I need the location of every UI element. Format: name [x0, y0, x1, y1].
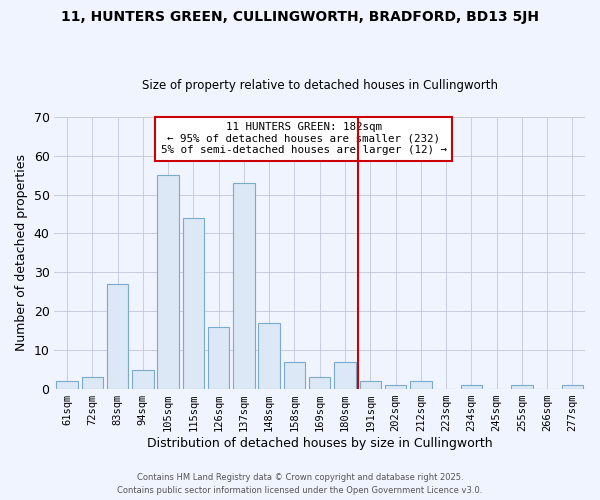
Bar — [385, 385, 406, 389]
Bar — [511, 385, 533, 389]
Bar — [182, 218, 204, 389]
Bar — [334, 362, 356, 389]
Text: 11, HUNTERS GREEN, CULLINGWORTH, BRADFORD, BD13 5JH: 11, HUNTERS GREEN, CULLINGWORTH, BRADFOR… — [61, 10, 539, 24]
Bar — [82, 378, 103, 389]
X-axis label: Distribution of detached houses by size in Cullingworth: Distribution of detached houses by size … — [147, 437, 493, 450]
Y-axis label: Number of detached properties: Number of detached properties — [15, 154, 28, 352]
Bar — [56, 382, 78, 389]
Bar — [107, 284, 128, 389]
Bar — [562, 385, 583, 389]
Bar — [233, 183, 254, 389]
Bar — [309, 378, 331, 389]
Bar — [157, 175, 179, 389]
Text: Contains HM Land Registry data © Crown copyright and database right 2025.
Contai: Contains HM Land Registry data © Crown c… — [118, 474, 482, 495]
Bar — [208, 327, 229, 389]
Title: Size of property relative to detached houses in Cullingworth: Size of property relative to detached ho… — [142, 79, 498, 92]
Bar — [359, 382, 381, 389]
Bar — [410, 382, 431, 389]
Bar — [284, 362, 305, 389]
Bar — [461, 385, 482, 389]
Text: 11 HUNTERS GREEN: 182sqm
← 95% of detached houses are smaller (232)
5% of semi-d: 11 HUNTERS GREEN: 182sqm ← 95% of detach… — [161, 122, 447, 156]
Bar — [132, 370, 154, 389]
Bar — [259, 323, 280, 389]
